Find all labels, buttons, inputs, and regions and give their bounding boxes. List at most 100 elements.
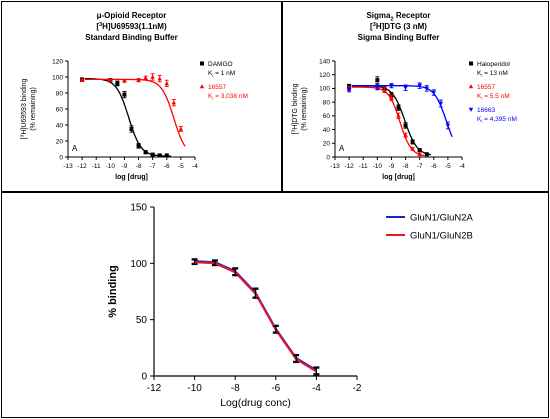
x-tick-label: -9 bbox=[122, 163, 128, 170]
x-tick-label: -11 bbox=[359, 163, 368, 170]
x-tick-label: -6 bbox=[431, 163, 437, 170]
chart-title-line-part: μ-Opioid Receptor bbox=[97, 11, 167, 20]
chart-title-line: Sigma2 Receptor bbox=[366, 11, 430, 22]
data-point bbox=[122, 92, 127, 97]
data-point bbox=[122, 78, 127, 83]
y-axis-label-line-part: H]DTG binding bbox=[292, 83, 299, 129]
data-point bbox=[417, 151, 422, 157]
x-tick-label: -5 bbox=[178, 163, 184, 170]
legend-name: Haloperidol bbox=[477, 61, 510, 68]
x-tick-label: -11 bbox=[92, 163, 101, 170]
data-point bbox=[136, 143, 141, 148]
data-point bbox=[164, 153, 169, 158]
fit-curve bbox=[84, 78, 186, 147]
y-axis-label-line-part: [ bbox=[292, 132, 299, 134]
x-tick-label: -7 bbox=[417, 163, 423, 170]
y-tick-label: 120 bbox=[319, 72, 330, 79]
chart-title-line-part: H]U69593(1.1nM) bbox=[102, 22, 167, 31]
data-point bbox=[410, 139, 415, 144]
data-point bbox=[143, 75, 148, 80]
legend-ki-sub: i bbox=[481, 119, 482, 124]
legend-ki-value: = 13 nM bbox=[482, 70, 507, 77]
legend-ki-sub: i bbox=[212, 73, 213, 78]
legend-ki-k: K bbox=[208, 93, 213, 100]
legend-ki-k: K bbox=[208, 70, 213, 77]
y-tick-label: 60 bbox=[323, 113, 331, 120]
y-axis-label-line-part: 3 bbox=[20, 134, 26, 137]
data-point bbox=[178, 126, 184, 131]
data-point bbox=[375, 78, 380, 83]
chart-title-line: Sigma Binding Buffer bbox=[358, 33, 440, 42]
fit-curve bbox=[84, 78, 171, 157]
legend-ki: Ki = 4,395 nM bbox=[477, 116, 517, 124]
data-point bbox=[79, 77, 85, 82]
y-axis-label-line: [3H]U69593 binding bbox=[20, 79, 28, 140]
chart-title-line-part: 3 bbox=[373, 22, 376, 28]
y-tick-label: 120 bbox=[52, 58, 63, 65]
series-glun1-glun2a bbox=[191, 258, 320, 375]
series-damgo bbox=[80, 77, 171, 158]
legend-ki: Ki = 3,038 nM bbox=[208, 93, 248, 101]
y-tick-label: 40 bbox=[323, 127, 331, 134]
x-tick-label: -6 bbox=[271, 383, 280, 394]
legend-ki-k: K bbox=[477, 93, 482, 100]
y-tick-label: 80 bbox=[56, 90, 64, 97]
y-tick-label: 60 bbox=[56, 106, 64, 113]
data-point bbox=[375, 85, 380, 90]
y-axis-label-group: % binding bbox=[107, 265, 119, 318]
data-point bbox=[424, 86, 429, 91]
y-axis-label-line: [3H]DTG binding bbox=[291, 83, 299, 134]
y-axis-label-line-part: H]U69593 binding bbox=[21, 79, 28, 135]
x-tick-label: -4 bbox=[312, 383, 321, 394]
x-axis-label: log [drug] bbox=[382, 174, 415, 181]
chart-title-line-part: Standard Binding Buffer bbox=[85, 33, 177, 42]
chart-title-line-part: 3 bbox=[99, 22, 102, 28]
data-point bbox=[403, 123, 408, 128]
legend-ki-value: = 1 nM bbox=[213, 70, 235, 77]
y-tick-label: 0 bbox=[59, 154, 63, 161]
legend-ki: Ki = 5.5 nM bbox=[477, 93, 510, 101]
x-tick-label: -12 bbox=[147, 383, 162, 394]
data-point bbox=[431, 90, 436, 95]
y-axis-label: [3H]DTG binding (% remaining) bbox=[291, 83, 308, 134]
y-tick-label: 100 bbox=[319, 86, 330, 93]
legend-marker bbox=[199, 84, 205, 89]
chart-title-line: [3H]U69593(1.1nM) bbox=[96, 22, 167, 31]
x-tick-label: -8 bbox=[403, 163, 409, 170]
x-tick-label: -13 bbox=[63, 163, 73, 170]
legend-marker bbox=[200, 61, 204, 66]
legend-label: GluN1/GluN2A bbox=[410, 213, 473, 224]
series-16557 bbox=[346, 83, 425, 157]
data-point bbox=[403, 132, 408, 137]
data-point bbox=[417, 83, 422, 89]
y-axis-label-line-part: [ bbox=[21, 137, 28, 139]
y-tick-label: 0 bbox=[141, 372, 147, 383]
legend-ki: Ki = 1 nM bbox=[208, 70, 235, 78]
x-axis-label: log [drug] bbox=[115, 174, 148, 181]
data-point bbox=[396, 113, 401, 118]
y-axis-label: % binding bbox=[107, 265, 119, 318]
y-axis-label-line: (% remaining) bbox=[301, 87, 308, 131]
chart-title-line-part: Receptor bbox=[394, 11, 431, 20]
x-tick-label: -6 bbox=[164, 163, 170, 170]
x-tick-label: -7 bbox=[150, 163, 156, 170]
x-tick-label: -12 bbox=[77, 163, 87, 170]
data-point bbox=[157, 153, 162, 158]
legend-name: 16663 bbox=[477, 107, 495, 114]
panel-mu-opioid: μ-Opioid Receptor [3H]U69593(1.1nM) Standa… bbox=[1, 1, 282, 192]
panel-sigma2: Sigma2 Receptor [3H]DTG (3 nM) Sigma Bindi… bbox=[282, 1, 549, 192]
series-16557 bbox=[79, 73, 186, 147]
x-tick-label: -10 bbox=[187, 383, 202, 394]
data-point bbox=[129, 127, 134, 131]
chart-title-line-part: H]DTG (3 nM) bbox=[376, 22, 427, 31]
data-point bbox=[389, 95, 394, 100]
x-tick-label: -2 bbox=[353, 383, 362, 394]
x-tick-label: -4 bbox=[192, 163, 198, 170]
legend-ki-k: K bbox=[477, 70, 482, 77]
legend-ki-value: = 3,038 nM bbox=[213, 93, 248, 100]
x-tick-label: -13 bbox=[330, 163, 340, 170]
chart-title-line: Standard Binding Buffer bbox=[85, 33, 177, 42]
data-point bbox=[150, 152, 155, 157]
series-16663 bbox=[346, 82, 453, 137]
legend-ki-sub: i bbox=[212, 96, 213, 101]
